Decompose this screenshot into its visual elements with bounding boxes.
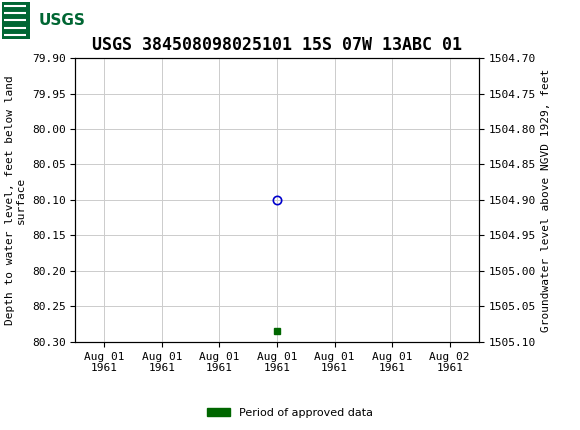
Y-axis label: Depth to water level, feet below land
surface: Depth to water level, feet below land su…: [5, 75, 26, 325]
Bar: [2, 2, 30, 39]
Legend: Period of approved data: Period of approved data: [203, 403, 377, 422]
Y-axis label: Groundwater level above NGVD 1929, feet: Groundwater level above NGVD 1929, feet: [541, 68, 551, 332]
Text: USGS: USGS: [38, 13, 85, 28]
Bar: [2, 2, 97, 39]
Title: USGS 384508098025101 15S 07W 13ABC 01: USGS 384508098025101 15S 07W 13ABC 01: [92, 36, 462, 54]
